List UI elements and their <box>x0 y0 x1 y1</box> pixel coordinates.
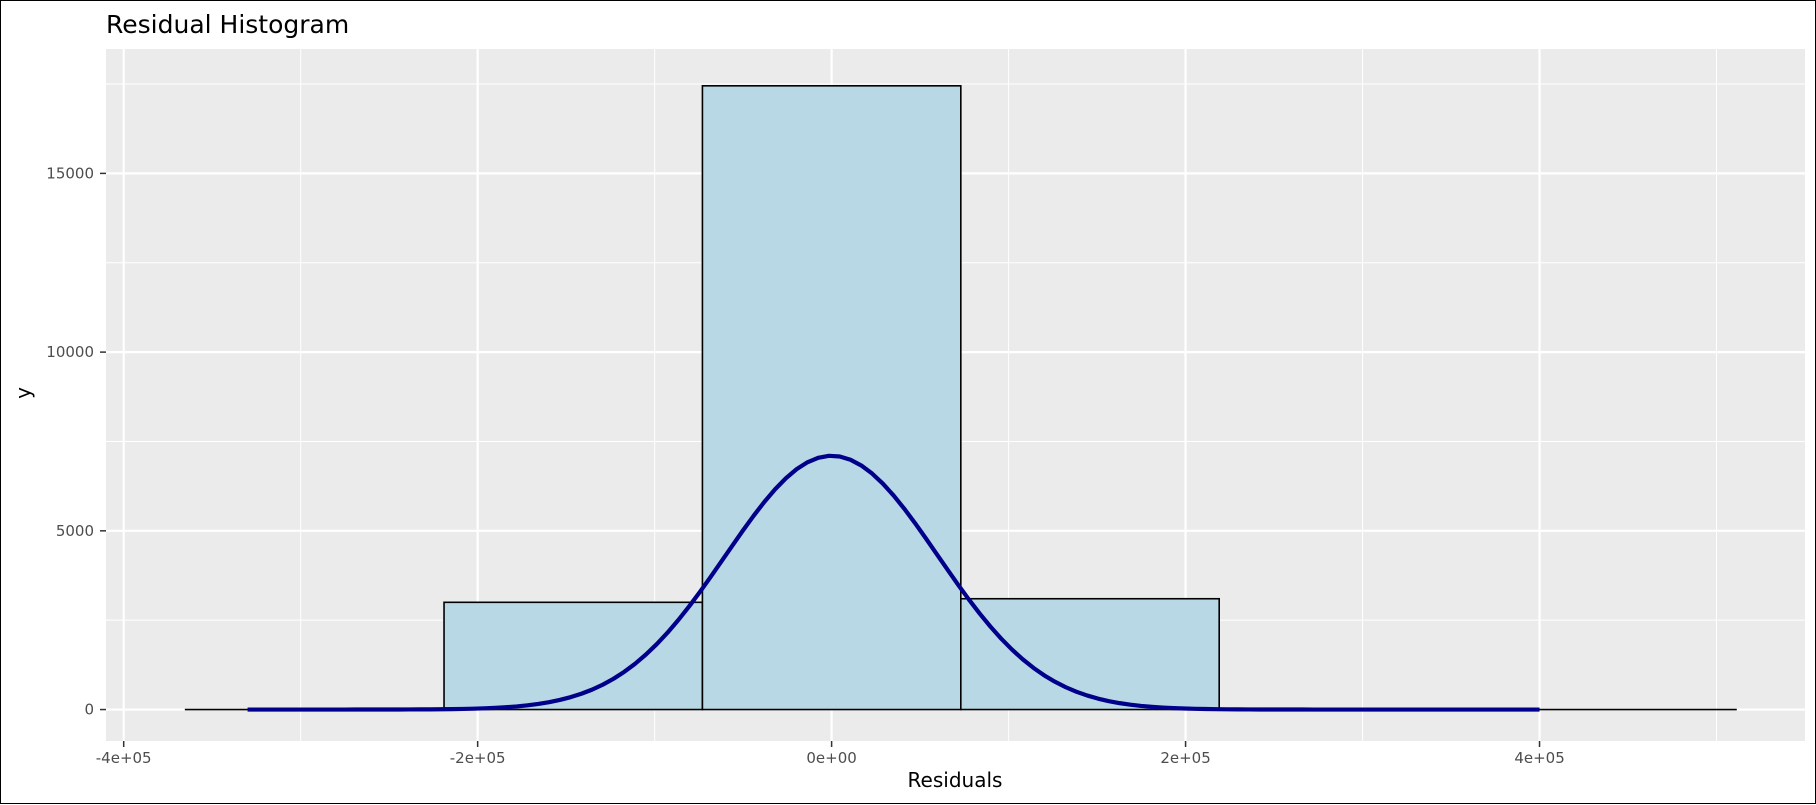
x-tick-label: -2e+05 <box>450 749 506 767</box>
y-axis: 0 5000 10000 15000 <box>46 164 106 718</box>
y-axis-title: y <box>11 387 35 399</box>
y-tick-label: 5000 <box>56 522 94 540</box>
histogram-bar <box>702 86 960 710</box>
histogram-bar <box>961 599 1219 710</box>
y-tick-label: 0 <box>84 701 94 719</box>
x-tick-label: 4e+05 <box>1514 749 1564 767</box>
chart-title: Residual Histogram <box>106 10 349 39</box>
x-axis-title: Residuals <box>908 768 1003 792</box>
x-tick-label: 0e+00 <box>806 749 856 767</box>
histogram-bar <box>444 602 702 709</box>
y-tick-label: 10000 <box>46 343 94 361</box>
y-tick-label: 15000 <box>46 164 94 182</box>
x-tick-label: -4e+05 <box>96 749 152 767</box>
x-axis: -4e+05 -2e+05 0e+00 2e+05 4e+05 <box>96 741 1565 767</box>
x-tick-label: 2e+05 <box>1160 749 1210 767</box>
